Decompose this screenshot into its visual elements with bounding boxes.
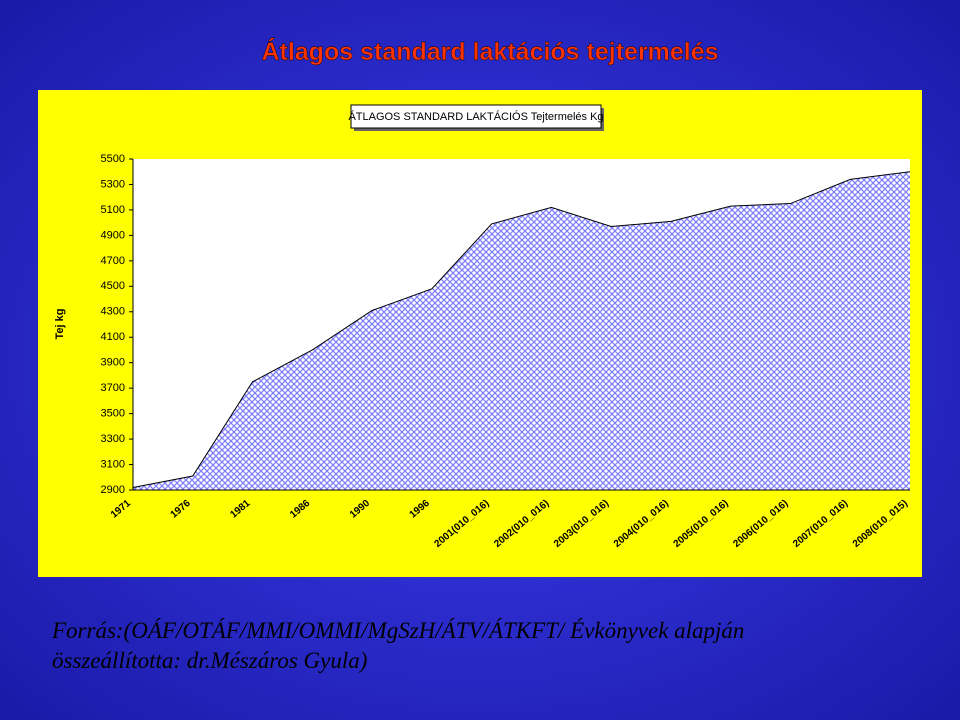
y-tick-label: 4700 — [101, 255, 125, 267]
y-tick-label: 4300 — [101, 306, 125, 318]
y-tick-label: 3700 — [101, 382, 125, 394]
area-line — [132, 171, 911, 488]
footer-line: összeállította: dr.Mészáros Gyula) — [52, 648, 367, 673]
y-tick-label: 4900 — [101, 229, 125, 241]
legend — [350, 104, 602, 129]
y-tick-label: 3500 — [101, 408, 125, 420]
y-tick-label: 2900 — [101, 484, 125, 496]
y-tick-label: 3300 — [101, 433, 125, 445]
y-axis-label: Tej kg — [54, 309, 66, 340]
y-tick-label: 5500 — [101, 153, 125, 165]
y-tick-label: 3900 — [101, 357, 125, 369]
footer-line: Forrás:(OÁF/OTÁF/MMI/OMMI/MgSzH/ÁTV/ÁTKF… — [51, 618, 744, 643]
slide-title: Átlagos standard laktációs tejtermelés — [261, 37, 718, 66]
y-tick-label: 5300 — [101, 178, 125, 190]
y-tick-label: 4100 — [101, 331, 125, 343]
y-tick-label: 3100 — [101, 458, 125, 470]
y-tick-label: 5100 — [101, 204, 125, 216]
legend-label: ÁTLAGOS STANDARD LAKTÁCIÓS Tejtermelés K… — [348, 110, 603, 123]
area-fill — [133, 171, 910, 490]
y-tick-label: 4500 — [101, 280, 125, 292]
